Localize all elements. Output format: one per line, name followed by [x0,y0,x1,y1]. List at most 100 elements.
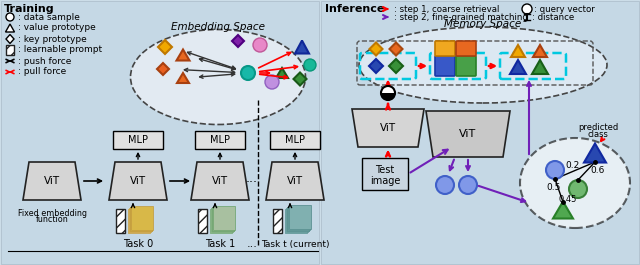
Bar [129,208,151,232]
Bar [195,131,245,149]
Circle shape [304,59,316,71]
Circle shape [436,176,454,194]
Text: predicted: predicted [578,123,618,132]
Circle shape [265,75,279,89]
Polygon shape [177,50,189,60]
Bar [131,206,153,230]
Text: MLP: MLP [285,135,305,145]
Polygon shape [109,162,167,200]
Text: function: function [36,215,68,224]
Bar [128,209,150,233]
Text: : pull force: : pull force [18,68,67,77]
Text: image: image [370,176,400,186]
Circle shape [241,66,255,80]
Polygon shape [390,42,403,55]
Polygon shape [511,45,525,57]
Text: Test: Test [376,165,395,175]
Text: class: class [588,130,609,139]
Text: ViT: ViT [212,176,228,186]
Bar [210,209,232,233]
Polygon shape [389,59,403,73]
Bar [6,45,14,55]
Circle shape [569,180,587,198]
Bar [212,207,234,231]
Polygon shape [510,60,526,74]
Bar [289,205,311,229]
Circle shape [6,13,14,21]
Circle shape [459,176,477,194]
Bar [1,1,319,264]
Bar [287,207,309,231]
Polygon shape [553,201,573,219]
Ellipse shape [359,27,607,103]
FancyBboxPatch shape [456,41,476,56]
Polygon shape [6,34,14,43]
Text: ViT: ViT [130,176,146,186]
Bar [286,208,308,232]
Polygon shape [381,93,395,100]
Text: : value prototype: : value prototype [18,24,96,33]
Text: Fixed embedding: Fixed embedding [17,209,86,218]
Text: ...: ... [246,173,258,186]
Bar [198,209,207,233]
Polygon shape [533,45,547,57]
Bar [213,206,236,230]
Polygon shape [191,162,249,200]
Polygon shape [232,35,244,47]
Polygon shape [157,63,169,75]
Text: ViT: ViT [380,123,396,133]
Text: ...: ... [246,239,257,249]
Bar [362,158,408,190]
Text: ViT: ViT [287,176,303,186]
Text: : distance: : distance [532,12,574,21]
Polygon shape [266,162,324,200]
Polygon shape [23,162,81,200]
Bar [113,131,163,149]
Text: : step 2, fine-grained matching: : step 2, fine-grained matching [394,12,528,21]
Text: 0.2: 0.2 [565,161,579,170]
Bar [129,207,152,231]
Polygon shape [295,41,309,54]
Bar [116,209,125,233]
Bar [131,207,152,231]
Bar [211,208,233,232]
Text: : query vector: : query vector [534,5,595,14]
Polygon shape [369,42,383,55]
Text: ViT: ViT [460,129,477,139]
Text: 0.45: 0.45 [559,195,577,204]
FancyBboxPatch shape [435,41,455,56]
Polygon shape [294,73,307,86]
Text: Task 1: Task 1 [205,239,235,249]
Text: MLP: MLP [210,135,230,145]
Text: Inference: Inference [325,4,385,14]
FancyBboxPatch shape [435,56,455,76]
Text: : key prototype: : key prototype [18,34,87,43]
Text: 0.5: 0.5 [547,183,561,192]
Text: Embedding Space: Embedding Space [171,22,265,32]
Polygon shape [426,111,510,157]
Polygon shape [276,68,288,78]
Text: 0.6: 0.6 [591,166,605,175]
Polygon shape [177,73,189,83]
Text: Task 0: Task 0 [123,239,153,249]
Circle shape [546,161,564,179]
Text: ViT: ViT [44,176,60,186]
Circle shape [253,38,267,52]
Circle shape [381,86,395,100]
Polygon shape [584,144,606,162]
Bar [287,207,308,231]
Bar [288,206,310,230]
Bar [212,207,234,231]
Circle shape [522,4,532,14]
Ellipse shape [131,29,305,125]
Bar [321,1,639,264]
Text: Memory Space: Memory Space [444,19,522,29]
FancyBboxPatch shape [456,56,476,76]
Text: : data sample: : data sample [18,12,80,21]
Polygon shape [6,24,15,32]
Polygon shape [158,40,172,54]
Polygon shape [532,60,548,74]
Text: : step 1, coarse retrieval: : step 1, coarse retrieval [394,5,499,14]
Polygon shape [352,109,424,147]
Bar [270,131,320,149]
